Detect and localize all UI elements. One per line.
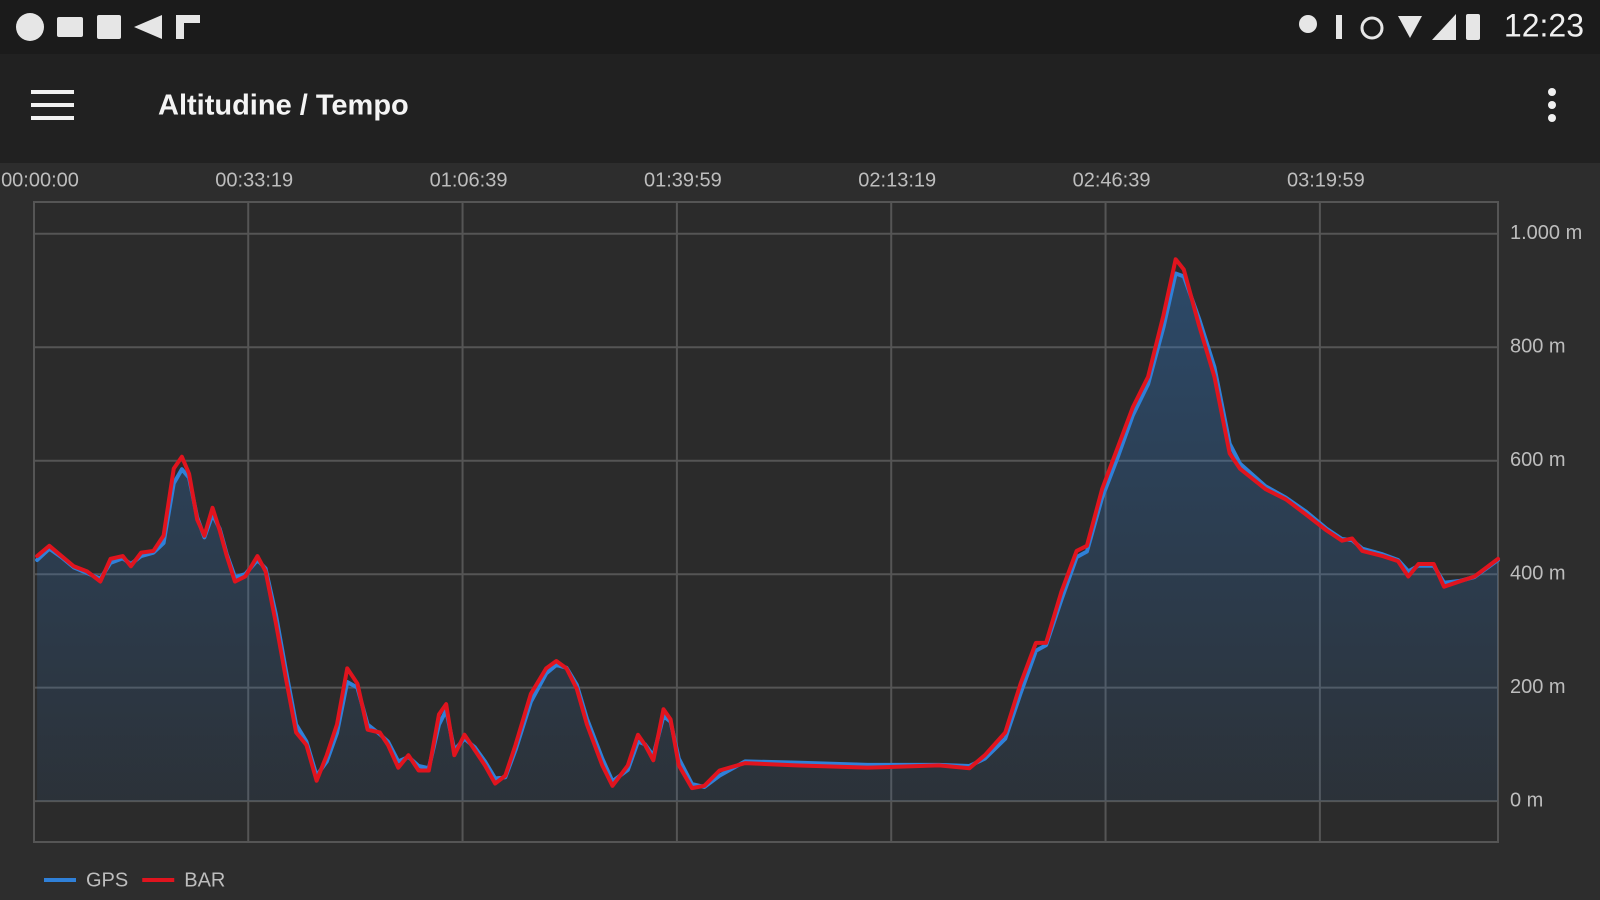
x-tick-label: 01:06:39 (430, 169, 508, 191)
y-tick-label: 0 m (1510, 789, 1543, 811)
legend-label: GPS (86, 869, 128, 891)
overflow-menu[interactable] (1548, 88, 1556, 122)
dot (1548, 88, 1556, 96)
legend-label: BAR (184, 869, 225, 891)
x-tick-label: 03:19:59 (1287, 169, 1365, 191)
menu-button[interactable] (31, 90, 74, 120)
dot (1548, 114, 1556, 122)
alarm-icon (1360, 16, 1384, 40)
area-fill (37, 273, 1499, 802)
y-tick-label: 1.000 m (1510, 222, 1582, 244)
clock: 12:23 (1504, 7, 1584, 43)
app-bar (0, 54, 1600, 163)
chart: 0 m 200 m 400 m 600 m 800 m 1.000 m 00:00:00 00… (1, 169, 1582, 891)
menu-line (31, 116, 74, 120)
flag-icon (176, 15, 200, 23)
signal-icon (1432, 14, 1456, 40)
dot (1548, 101, 1556, 109)
data-line (35, 257, 1500, 791)
skype-icon (16, 13, 44, 41)
x-tick-label: 02:46:39 (1073, 169, 1151, 191)
y-tick-label: 400 m (1510, 562, 1566, 584)
menu-line (31, 103, 74, 107)
send-icon (134, 15, 162, 39)
flag-icon-stem (176, 15, 184, 39)
bluetooth-icon (1336, 15, 1342, 39)
x-tick-label: 02:13:19 (858, 169, 936, 191)
system-icons (1299, 14, 1480, 40)
status-bar (0, 0, 1600, 54)
battery-icon (1466, 14, 1480, 40)
menu-line (31, 90, 74, 94)
mail-icon (57, 17, 83, 37)
x-tick-label: 00:33:19 (215, 169, 293, 191)
wifi-icon (1398, 16, 1422, 38)
y-tick-label: 200 m (1510, 676, 1566, 698)
x-tick-label: 00:00:00 (1, 169, 79, 191)
location-icon (1299, 15, 1317, 33)
image-icon (97, 15, 121, 39)
y-tick-label: 800 m (1510, 336, 1566, 358)
notification-icons (16, 13, 200, 41)
x-tick-label: 01:39:59 (644, 169, 722, 191)
y-tick-label: 600 m (1510, 449, 1566, 471)
app-title: Altitudine / Tempo (158, 90, 409, 122)
